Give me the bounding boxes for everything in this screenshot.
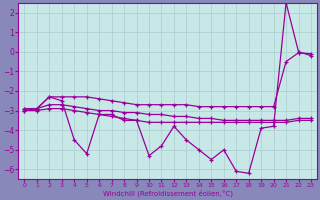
X-axis label: Windchill (Refroidissement éolien,°C): Windchill (Refroidissement éolien,°C) [103, 190, 233, 197]
